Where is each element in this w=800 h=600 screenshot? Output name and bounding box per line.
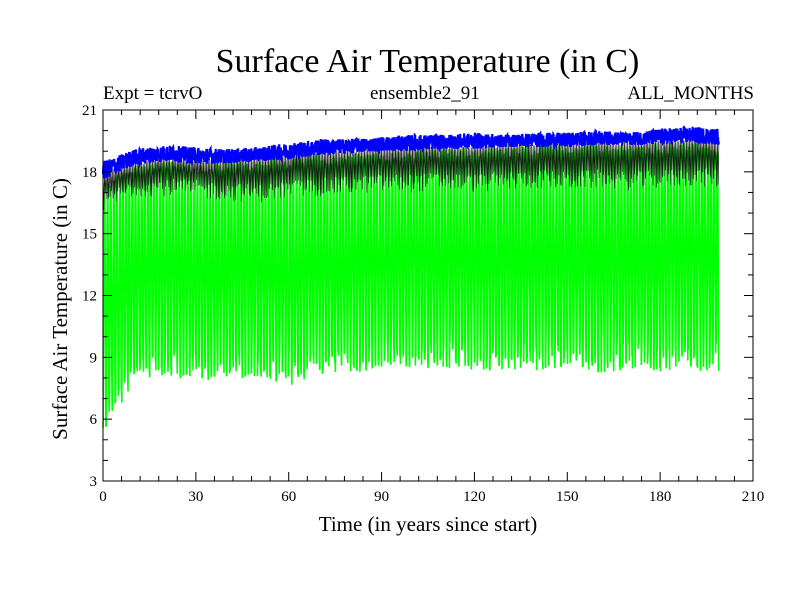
y-tick-label: 12 <box>82 289 97 305</box>
y-tick-label: 21 <box>82 103 97 119</box>
x-tick-label: 90 <box>374 489 389 505</box>
x-tick-label: 210 <box>742 489 765 505</box>
x-tick-label: 0 <box>99 489 107 505</box>
x-tick-label: 60 <box>281 489 296 505</box>
y-tick-label: 3 <box>90 474 98 490</box>
x-tick-label: 180 <box>649 489 672 505</box>
x-tick-label: 30 <box>188 489 203 505</box>
ensemble-label: ensemble2_91 <box>370 83 480 104</box>
series-layer <box>101 125 720 428</box>
y-tick-label: 6 <box>90 412 98 428</box>
chart-title: Surface Air Temperature (in C) <box>215 43 640 80</box>
y-axis-label: Surface Air Temperature (in C) <box>48 178 72 440</box>
x-axis-label: Time (in years since start) <box>318 512 538 536</box>
experiment-label: Expt = tcrvO <box>103 83 203 104</box>
y-tick-label: 9 <box>90 350 98 366</box>
series-annual-mean-line <box>101 125 720 179</box>
x-tick-label: 150 <box>556 489 579 505</box>
months-label: ALL_MONTHS <box>627 83 754 104</box>
axes-layer: 0 30 60 90 120 150 180 210 3 6 9 12 15 18 21 <box>82 103 764 505</box>
x-tick-label: 120 <box>463 489 486 505</box>
y-tick-label: 18 <box>82 165 97 181</box>
y-tick-label: 15 <box>82 227 97 243</box>
